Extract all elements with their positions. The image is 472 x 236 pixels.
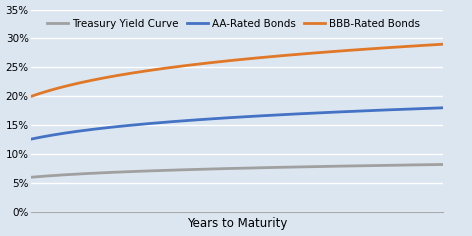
- Treasury Yield Curve: [272, 166, 278, 169]
- AA-Rated Bonds: [273, 114, 279, 116]
- Legend: Treasury Yield Curve, AA-Rated Bonds, BBB-Rated Bonds: Treasury Yield Curve, AA-Rated Bonds, BB…: [45, 17, 422, 31]
- Line: AA-Rated Bonds: AA-Rated Bonds: [32, 108, 443, 139]
- BBB-Rated Bonds: [272, 55, 278, 58]
- AA-Rated Bonds: [29, 138, 34, 140]
- BBB-Rated Bonds: [440, 43, 446, 46]
- Treasury Yield Curve: [29, 176, 34, 179]
- X-axis label: Years to Maturity: Years to Maturity: [187, 217, 287, 230]
- Treasury Yield Curve: [30, 176, 36, 178]
- Treasury Yield Curve: [280, 166, 286, 169]
- Line: Treasury Yield Curve: Treasury Yield Curve: [32, 164, 443, 177]
- BBB-Rated Bonds: [375, 47, 381, 50]
- Treasury Yield Curve: [440, 163, 446, 166]
- BBB-Rated Bonds: [29, 95, 34, 98]
- BBB-Rated Bonds: [280, 54, 286, 57]
- AA-Rated Bonds: [375, 109, 381, 112]
- AA-Rated Bonds: [272, 114, 278, 117]
- AA-Rated Bonds: [401, 108, 407, 111]
- Treasury Yield Curve: [273, 166, 279, 169]
- Treasury Yield Curve: [375, 164, 381, 167]
- BBB-Rated Bonds: [401, 45, 407, 48]
- AA-Rated Bonds: [280, 113, 286, 116]
- Line: BBB-Rated Bonds: BBB-Rated Bonds: [32, 44, 443, 96]
- AA-Rated Bonds: [440, 106, 446, 109]
- BBB-Rated Bonds: [273, 55, 279, 58]
- BBB-Rated Bonds: [30, 94, 36, 97]
- Treasury Yield Curve: [401, 164, 407, 166]
- AA-Rated Bonds: [30, 137, 36, 140]
